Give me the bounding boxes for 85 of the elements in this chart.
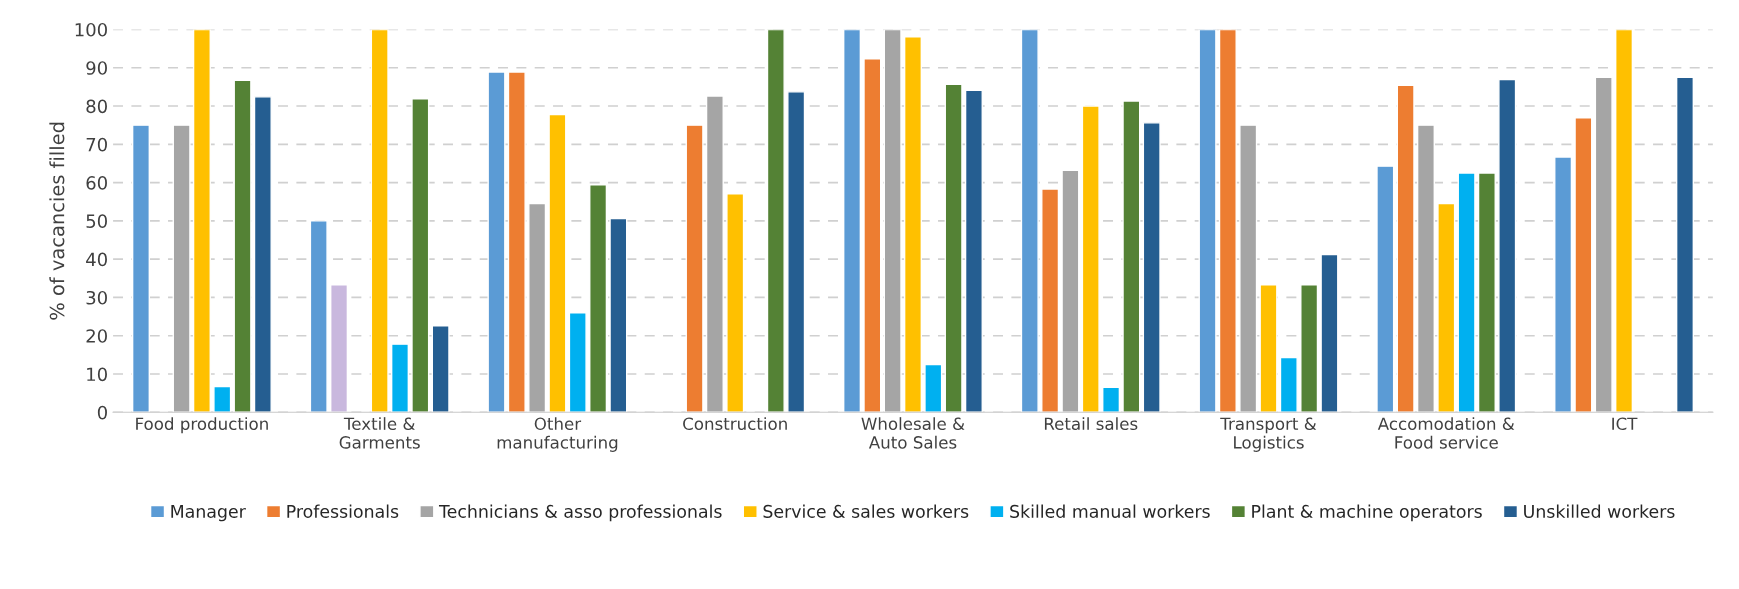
bar (924, 363, 943, 413)
bar (705, 95, 724, 413)
bar (1437, 202, 1456, 413)
bar (863, 58, 882, 413)
legend-label: Skilled manual workers (1010, 504, 1210, 518)
y-tick-label: 50 (86, 214, 107, 228)
bar (528, 202, 547, 413)
bar (548, 113, 567, 413)
x-tick-label: Accomodation & Food service (1377, 417, 1515, 449)
y-tick-label: 60 (86, 176, 107, 190)
y-tick-label: 40 (86, 252, 107, 267)
bar (766, 29, 785, 413)
bar (411, 98, 430, 413)
legend-label: Manager (171, 505, 246, 522)
bar (568, 312, 587, 413)
x-tick-label: Transport & Logistics (1220, 417, 1317, 452)
x-tick-label: Food production (136, 417, 268, 434)
bar (1574, 117, 1593, 413)
y-tick-label: 10 (87, 367, 107, 382)
bar (192, 29, 211, 413)
bar (309, 220, 328, 413)
bar (1554, 156, 1573, 413)
bar (1102, 386, 1121, 413)
bar (1259, 284, 1278, 413)
bar (609, 217, 628, 413)
bar (1396, 84, 1415, 413)
bar (1594, 76, 1613, 413)
bar (589, 184, 608, 413)
x-tick-label: Wholesale & Auto Sales (861, 417, 965, 449)
x-tick-label: Construction (683, 417, 787, 431)
bar (1020, 29, 1039, 413)
bar (685, 124, 704, 413)
bar (233, 79, 252, 413)
x-tick-label: Other manufacturing (497, 417, 618, 452)
legend-label: Technicians & asso professionals (438, 504, 722, 522)
y-tick-label: 80 (86, 99, 107, 114)
x-tick-label: ICT (1612, 417, 1638, 431)
bar (487, 71, 506, 413)
bar (726, 192, 745, 413)
bar (1675, 76, 1695, 413)
bar (1142, 122, 1161, 413)
bar (507, 71, 526, 413)
bar (431, 325, 450, 413)
legend-label: Service & sales workers (763, 504, 969, 518)
y-tick-label: 90 (86, 61, 107, 75)
bar (964, 89, 983, 413)
bar (1218, 29, 1237, 413)
y-tick-label: 0 (97, 405, 107, 420)
bar (787, 91, 806, 413)
bar (1081, 105, 1100, 413)
bar (1320, 253, 1339, 413)
y-tick-label: 30 (86, 290, 107, 305)
bar (1198, 29, 1217, 413)
bar (1376, 165, 1395, 413)
bar (1498, 78, 1517, 413)
bar (1061, 169, 1080, 413)
bar (1457, 172, 1476, 413)
bar (330, 284, 349, 413)
legend-label: Unskilled workers (1524, 504, 1675, 518)
x-tick-label: Retail sales (1044, 417, 1138, 431)
bar (1122, 100, 1141, 413)
bar (390, 343, 410, 413)
bar (172, 124, 191, 413)
bar (1279, 356, 1298, 413)
bar (213, 385, 232, 413)
bar (253, 96, 272, 413)
bar (883, 29, 902, 413)
bar (370, 29, 389, 413)
y-tick-label: 100 (75, 22, 107, 37)
y-tick-label: 20 (86, 329, 107, 343)
bar (1239, 124, 1258, 413)
bar (1615, 29, 1634, 413)
bar (131, 124, 150, 413)
legend-label: Professionals (287, 504, 399, 518)
bar (903, 36, 922, 413)
bar (1477, 172, 1496, 413)
bar (1416, 124, 1435, 413)
y-tick-label: 70 (86, 137, 107, 152)
x-tick-label: Textile & Garments (339, 417, 420, 449)
legend-label: Plant & machine operators (1252, 504, 1482, 522)
y-axis-title: % of vacancies filled (49, 122, 65, 320)
bar (843, 29, 862, 413)
bar (1041, 188, 1060, 413)
bar (944, 83, 963, 413)
bar (1300, 284, 1319, 413)
